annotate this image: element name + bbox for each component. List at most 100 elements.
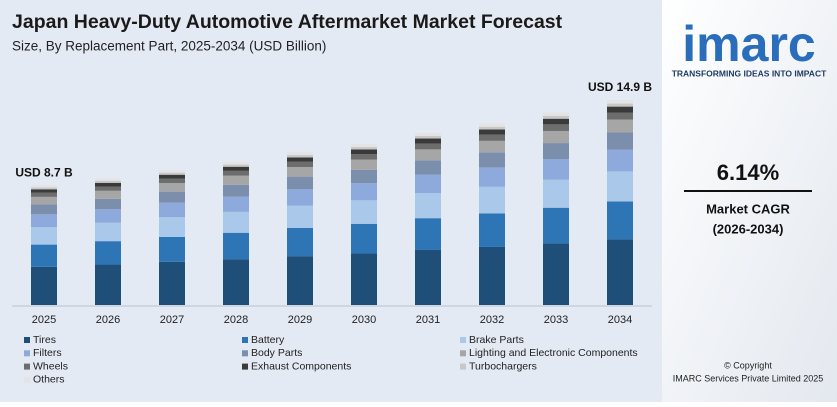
bar-segment xyxy=(95,186,121,191)
bar-segment xyxy=(287,227,313,257)
bar-segment xyxy=(351,154,377,160)
x-tick-label: 2026 xyxy=(96,314,120,326)
bar-segment xyxy=(479,126,505,130)
bar-segment xyxy=(543,143,569,160)
x-tick-label: 2028 xyxy=(224,314,248,326)
x-tick-label: 2034 xyxy=(608,314,632,326)
bar-segment xyxy=(223,211,249,233)
logo: imarc xyxy=(682,16,815,72)
bar-segment xyxy=(31,214,57,228)
legend-label: Exhaust Components xyxy=(251,360,351,372)
bar-segment xyxy=(351,183,377,201)
bar-segment xyxy=(287,167,313,177)
bar-segment xyxy=(223,184,249,197)
bar-segment xyxy=(95,190,121,199)
bar-segment xyxy=(415,143,441,150)
bar-segment xyxy=(351,223,377,254)
bar-segment xyxy=(31,196,57,205)
bar-segment xyxy=(415,218,441,250)
bar-segment xyxy=(287,155,313,158)
bar-segment xyxy=(95,222,121,242)
bar-segment xyxy=(543,112,569,116)
bar-segment xyxy=(159,191,185,203)
legend-swatch xyxy=(460,363,466,370)
bar-segment xyxy=(415,133,441,136)
chart-subtitle: Size, By Replacement Part, 2025-2034 (US… xyxy=(12,39,326,54)
bar-segment xyxy=(543,118,569,125)
bar-segment xyxy=(223,166,249,171)
bar-segment xyxy=(543,243,569,305)
bar-segment xyxy=(159,183,185,192)
bar-segment xyxy=(607,149,633,172)
copyright: © Copyright xyxy=(724,360,772,370)
legend-label: Turbochargers xyxy=(469,360,537,372)
bar-segment xyxy=(415,149,441,161)
legend-label: Brake Parts xyxy=(469,334,524,346)
bar-segment xyxy=(351,149,377,155)
bar-segment xyxy=(607,171,633,202)
bar-segment xyxy=(31,192,57,197)
bar-segment xyxy=(223,170,249,176)
legend-label: Body Parts xyxy=(251,347,302,359)
bar-segment xyxy=(287,256,313,305)
bar-segment xyxy=(223,161,249,165)
legend-swatch xyxy=(242,350,248,357)
cagr-label: Market CAGR xyxy=(706,201,790,216)
bar-segment xyxy=(159,217,185,237)
bar-segment xyxy=(607,119,633,133)
legend-label: Filters xyxy=(33,347,62,359)
legend-label: Battery xyxy=(251,334,285,346)
bar-segment xyxy=(31,185,57,188)
bar-segment xyxy=(351,253,377,305)
bar-segment xyxy=(287,189,313,206)
tagline: TRANSFORMING IDEAS INTO IMPACT xyxy=(672,68,827,78)
bar-segment xyxy=(351,146,377,150)
total-label: USD 14.9 B xyxy=(588,80,652,94)
x-tick-label: 2032 xyxy=(480,314,504,326)
bar-segment xyxy=(543,159,569,180)
bar-segment xyxy=(31,227,57,245)
legend-label: Tires xyxy=(33,334,56,346)
bar-segment xyxy=(223,175,249,185)
bar-segment xyxy=(287,176,313,190)
legend-label: Lighting and Electronic Components xyxy=(469,347,638,359)
x-tick-label: 2025 xyxy=(32,314,56,326)
bar-segment xyxy=(95,241,121,265)
bar-segment xyxy=(351,144,377,147)
bar-segment xyxy=(159,202,185,218)
bar-segment xyxy=(607,201,633,240)
bar-segment xyxy=(479,246,505,305)
bar-segment xyxy=(479,140,505,153)
bar-segment xyxy=(95,180,121,183)
cagr-value: 6.14% xyxy=(717,160,779,185)
x-tick-label: 2031 xyxy=(416,314,440,326)
bar-segment xyxy=(159,170,185,173)
bar-segment xyxy=(415,193,441,219)
legend-swatch xyxy=(24,363,30,370)
legend-swatch xyxy=(460,337,466,343)
bar-segment xyxy=(223,232,249,260)
x-tick-label: 2033 xyxy=(544,314,568,326)
bar-segment xyxy=(543,115,569,119)
bar-segment xyxy=(287,161,313,168)
bar-segment xyxy=(159,172,185,175)
sidebar-background xyxy=(662,0,837,402)
bar-segment xyxy=(415,249,441,305)
bar-segment xyxy=(95,178,121,181)
bar-segment xyxy=(31,266,57,305)
bar-segment xyxy=(479,129,505,135)
bar-segment xyxy=(607,100,633,104)
legend-swatch xyxy=(460,350,466,357)
cagr-period: (2026-2034) xyxy=(713,221,784,236)
bar-segment xyxy=(223,259,249,305)
bar-segment xyxy=(287,157,313,162)
bar-segment xyxy=(543,124,569,131)
bar-segment xyxy=(351,200,377,224)
legend-label: Wheels xyxy=(33,360,68,372)
x-tick-label: 2030 xyxy=(352,314,376,326)
bar-segment xyxy=(607,106,633,113)
bar-segment xyxy=(607,239,633,305)
bar-segment xyxy=(543,130,569,144)
legend-swatch xyxy=(24,350,30,357)
